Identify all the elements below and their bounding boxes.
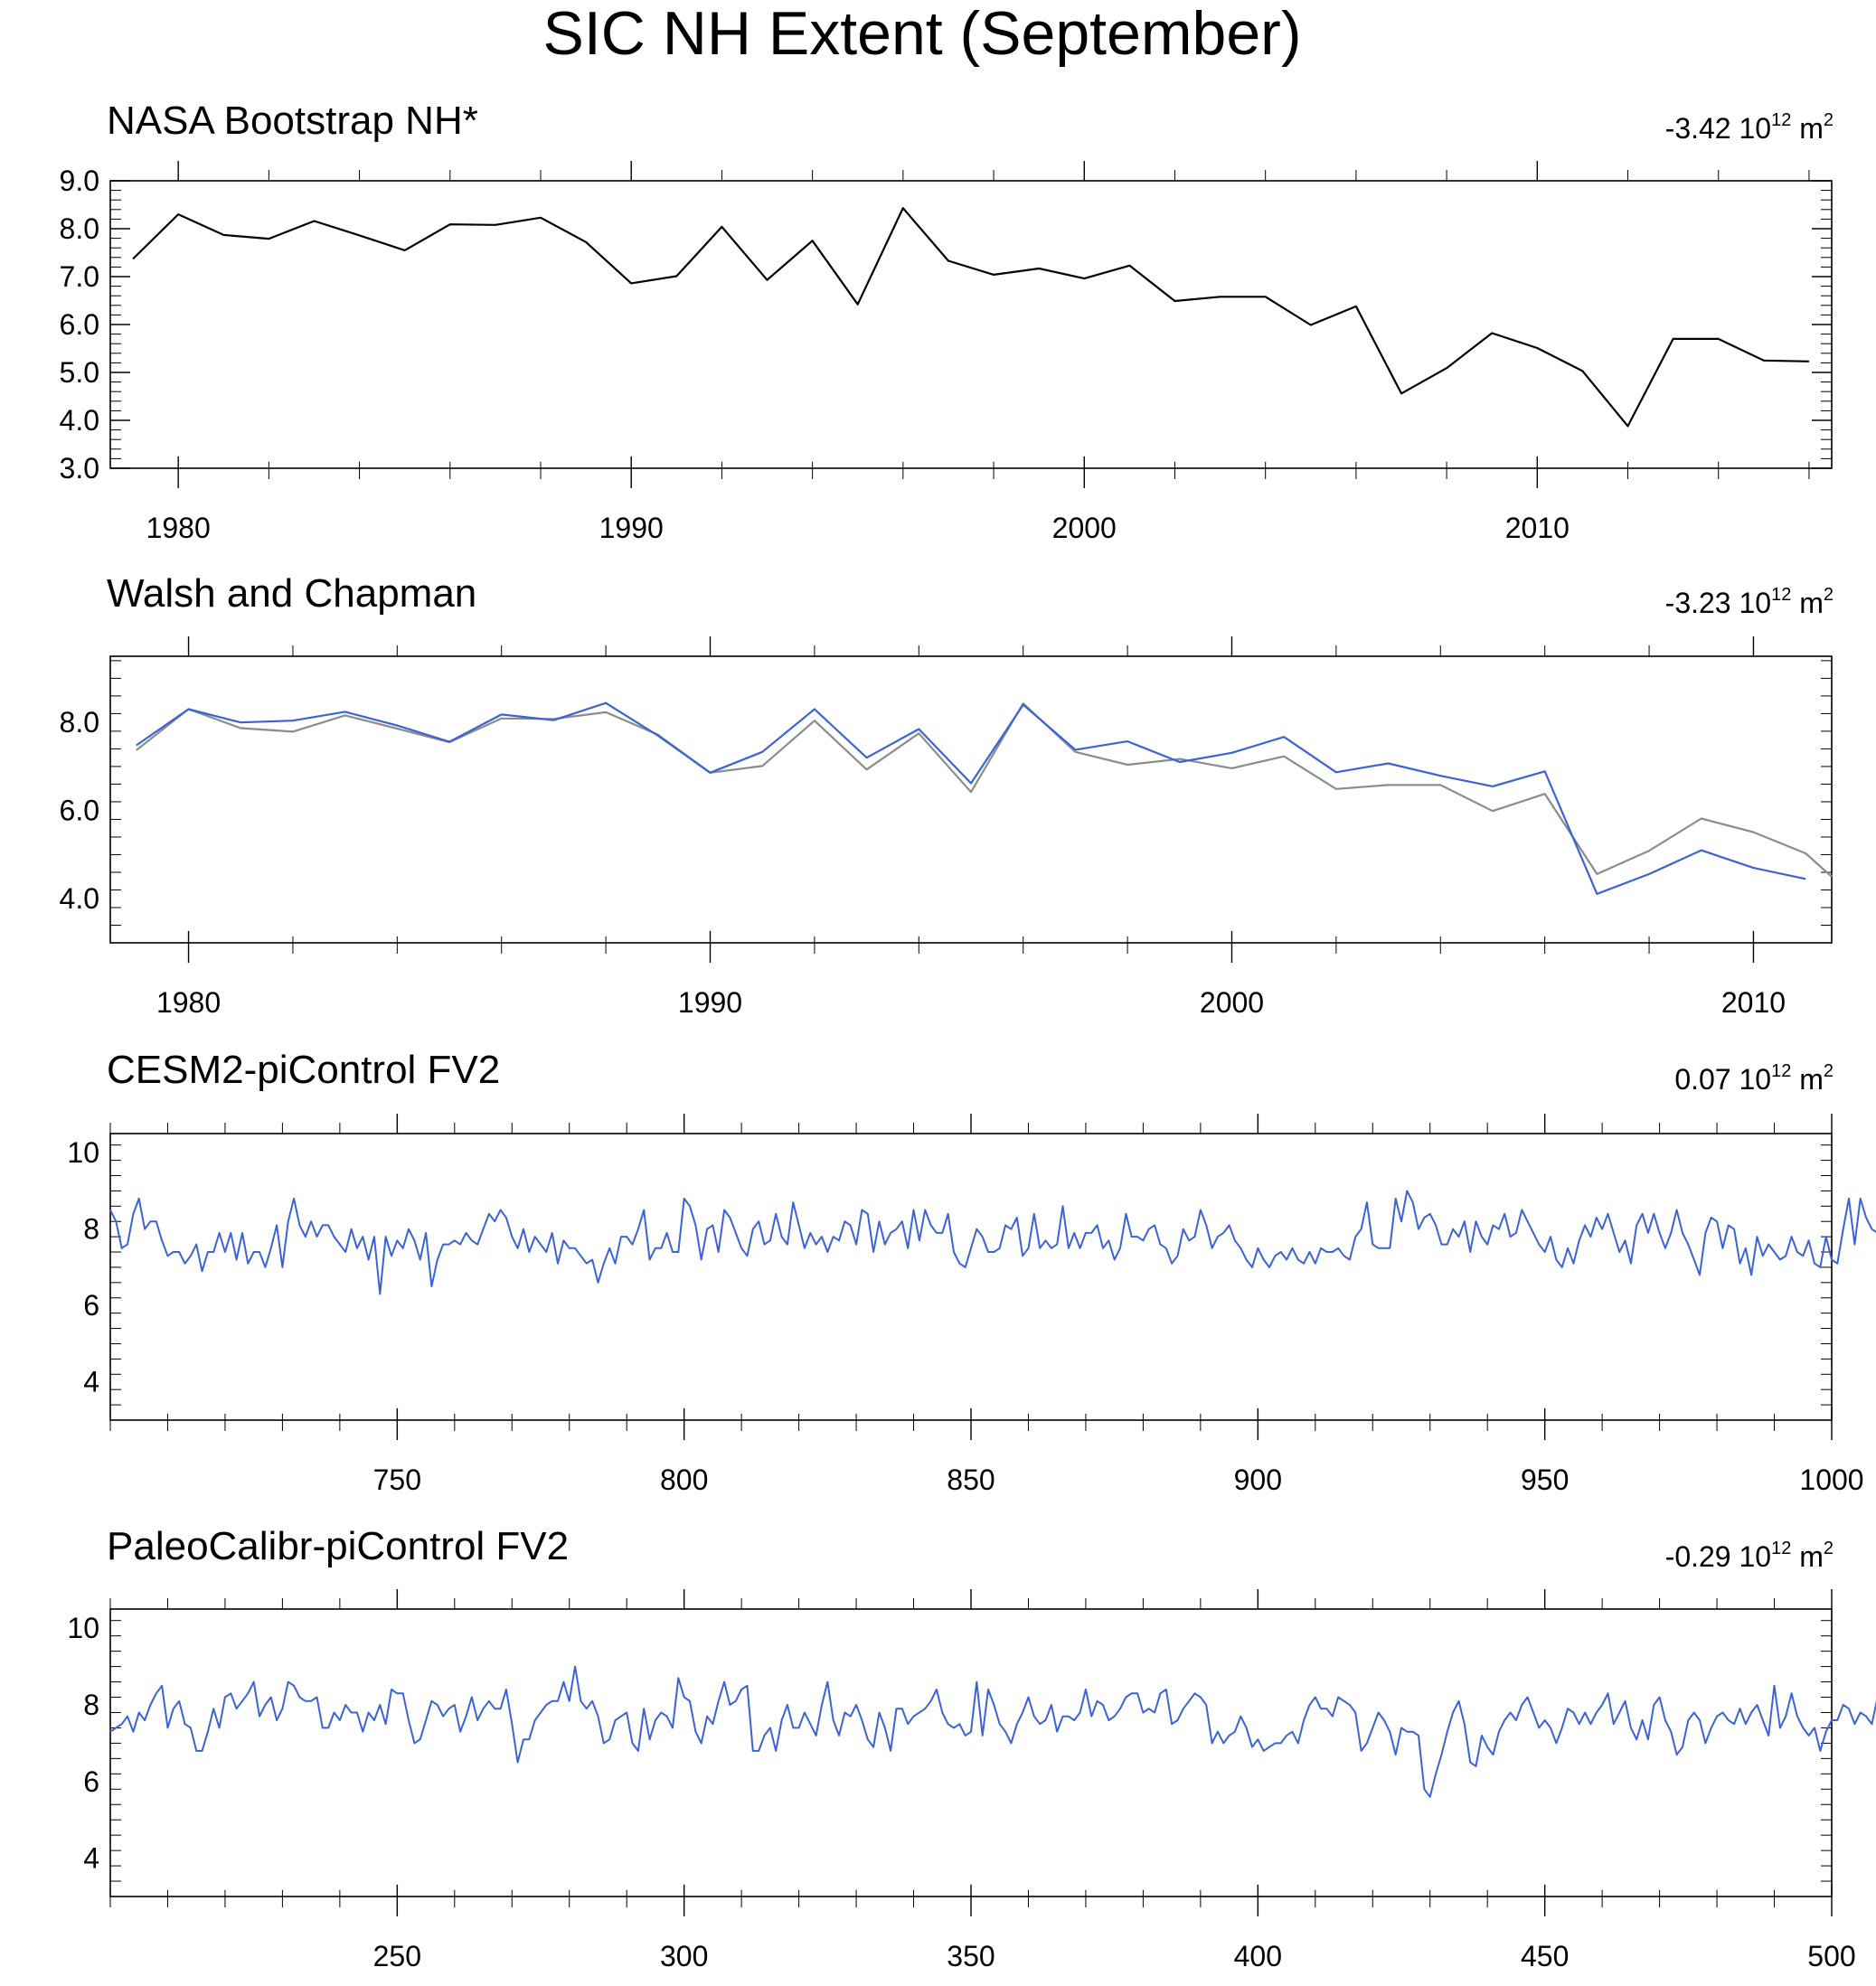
- trend-exp: 12: [1771, 1061, 1791, 1081]
- y-tick-label: 8: [83, 1213, 99, 1246]
- x-tick-label: 250: [373, 1940, 421, 1972]
- y-tick-label: 6: [83, 1765, 99, 1798]
- x-tick-label: 2010: [1721, 986, 1786, 1019]
- x-tick-label: 500: [1807, 1940, 1855, 1972]
- series-line-1: [136, 702, 1833, 878]
- panel-title: PaleoCalibr-piControl FV2: [107, 1524, 569, 1568]
- plot-frame: [109, 1133, 1833, 1421]
- x-tick-label: 300: [660, 1940, 708, 1972]
- x-tick-label: 1000: [1799, 1464, 1863, 1496]
- panel-title: CESM2-piControl FV2: [107, 1048, 500, 1092]
- trend-exp: 12: [1771, 110, 1791, 130]
- x-tick-label: 2000: [1200, 986, 1264, 1019]
- trend-exp: 12: [1771, 1539, 1791, 1558]
- y-tick-label: 4.0: [60, 404, 99, 437]
- y-tick-label: 8.0: [60, 212, 99, 245]
- x-tick-label: 2000: [1052, 512, 1117, 544]
- trend-exp: 12: [1771, 585, 1791, 605]
- y-tick-label: 6: [83, 1289, 99, 1322]
- plot-frame: [109, 655, 1833, 944]
- x-tick-label: 400: [1234, 1940, 1282, 1972]
- y-tick-label: 9.0: [60, 165, 99, 197]
- trend-unit: m: [1791, 112, 1824, 145]
- panel-title: NASA Bootstrap NH*: [107, 99, 478, 143]
- plot-frame: [109, 1608, 1833, 1897]
- x-tick-label: 450: [1521, 1940, 1569, 1972]
- figure-title: SIC NH Extent (September): [543, 0, 1302, 68]
- y-tick-label: 6.0: [60, 308, 99, 341]
- panel-2: Walsh and Chapman -3.23 1012 m2 4.0 6.0 8.0 1…: [60, 571, 1834, 1019]
- panel-title: Walsh and Chapman: [107, 571, 476, 616]
- x-tick-label: 950: [1521, 1464, 1569, 1496]
- y-tick-label: 6.0: [60, 795, 99, 827]
- y-tick-label: 7.0: [60, 260, 99, 293]
- trend-unit: m: [1791, 1540, 1824, 1573]
- series-line-1: [132, 207, 1809, 428]
- x-tick-label: 900: [1234, 1464, 1282, 1496]
- plot-frame: [109, 180, 1833, 469]
- y-tick-label: 4: [83, 1366, 99, 1398]
- trend-value: -3.42 1012 m2: [1665, 110, 1834, 145]
- x-tick-label: 350: [947, 1940, 995, 1972]
- panel-1: NASA Bootstrap NH* -3.42 1012 m2 3.0 4.0 5.0…: [60, 99, 1834, 544]
- y-tick-label: 3.0: [60, 452, 99, 485]
- x-tick-label: 1990: [599, 512, 664, 544]
- trend-unit: m: [1791, 1063, 1824, 1096]
- trend-value: -0.29 1012 m2: [1665, 1539, 1834, 1573]
- trend-value: -3.23: [1665, 587, 1739, 619]
- trend-base: 10: [1739, 587, 1771, 619]
- trend-base: 10: [1739, 112, 1771, 145]
- panels-group: NASA Bootstrap NH* -3.42 1012 m23.04.05.0…: [60, 99, 1876, 1972]
- series-line-2: [136, 701, 1806, 896]
- trend-value: 0.07: [1674, 1063, 1739, 1096]
- y-tick-label: 10: [67, 1612, 99, 1644]
- trend-unit-exp: 2: [1824, 110, 1834, 130]
- x-tick-label: 2010: [1505, 512, 1570, 544]
- trend-value: -0.29: [1665, 1540, 1739, 1573]
- trend-base: 10: [1739, 1063, 1771, 1096]
- x-tick-label: 850: [947, 1464, 995, 1496]
- y-tick-label: 8: [83, 1689, 99, 1721]
- trend-unit-exp: 2: [1824, 585, 1834, 605]
- panel-4: PaleoCalibr-piControl FV2 -0.29 1012 m246…: [67, 1524, 1876, 1972]
- y-tick-label: 4: [83, 1842, 99, 1875]
- trend-unit-exp: 2: [1824, 1061, 1834, 1081]
- x-tick-label: 750: [373, 1464, 421, 1496]
- x-tick-label: 1980: [156, 986, 221, 1019]
- trend-value: -3.42: [1665, 112, 1739, 145]
- trend-value: 0.07 1012 m2: [1674, 1061, 1834, 1096]
- y-tick-label: 5.0: [60, 356, 99, 389]
- y-tick-label: 8.0: [60, 706, 99, 739]
- series-line-1: [109, 1190, 1876, 1295]
- y-tick-label: 4.0: [60, 882, 99, 915]
- x-tick-label: 1990: [678, 986, 742, 1019]
- trend-value: -3.23 1012 m2: [1665, 585, 1834, 619]
- trend-unit-exp: 2: [1824, 1539, 1834, 1558]
- x-tick-label: 800: [660, 1464, 708, 1496]
- series-line-1: [109, 1665, 1876, 1798]
- y-tick-label: 10: [67, 1136, 99, 1169]
- trend-unit: m: [1791, 587, 1824, 619]
- x-tick-label: 1980: [146, 512, 211, 544]
- trend-base: 10: [1739, 1540, 1771, 1573]
